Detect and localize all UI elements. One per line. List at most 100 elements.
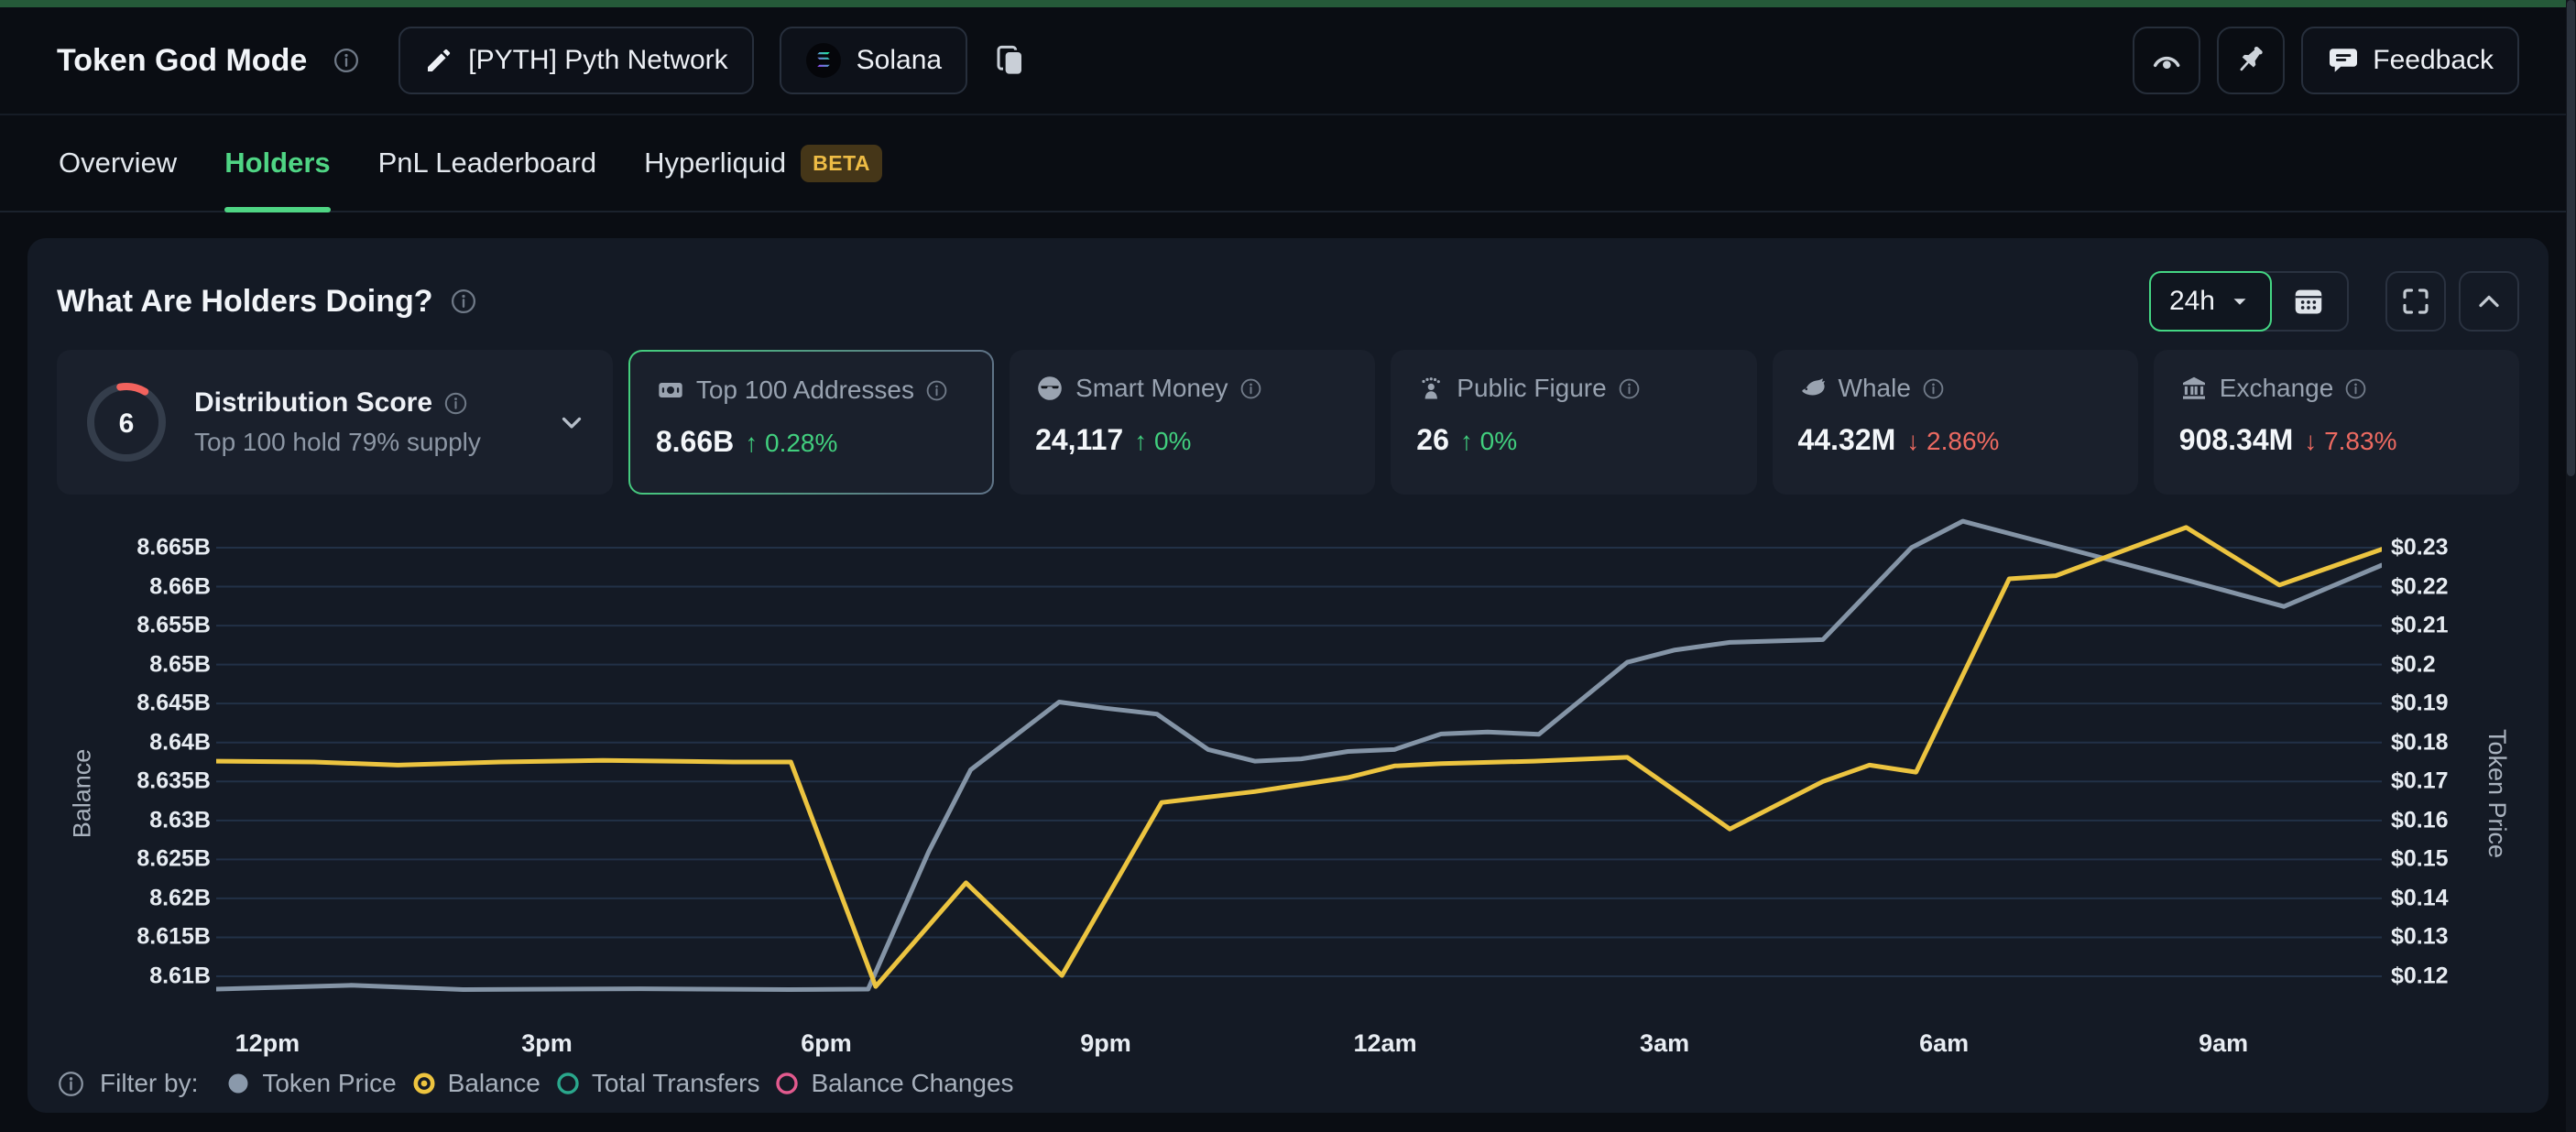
left-tick-label: 8.62B — [149, 885, 211, 911]
x-tick-label: 12pm — [235, 1029, 300, 1057]
chart-svg — [216, 518, 2382, 992]
left-tick-label: 8.64B — [149, 729, 211, 756]
stat-info-icon[interactable] — [1618, 377, 1641, 400]
money-icon — [656, 376, 685, 405]
stat-change: ↓ 2.86% — [1906, 427, 2000, 455]
stat-value: 26 — [1416, 423, 1449, 456]
calendar-button[interactable] — [2270, 273, 2347, 330]
stat-change: ↑ 0% — [1459, 427, 1518, 455]
copy-address-icon[interactable] — [993, 42, 1030, 79]
right-tick-label: $0.13 — [2391, 923, 2449, 950]
stats-row: 6 Distribution Score Top 100 hold 79% su… — [57, 350, 2519, 495]
page-scrollbar[interactable] — [2566, 0, 2576, 1132]
pin-icon-button[interactable] — [2217, 27, 2286, 94]
distribution-score-card[interactable]: 6 Distribution Score Top 100 hold 79% su… — [57, 350, 613, 495]
stat-card-exchange[interactable]: Exchange 908.34M ↓ 7.83% — [2153, 350, 2519, 495]
right-axis-title: Token Price — [2483, 728, 2512, 858]
top-loading-bar — [0, 0, 2576, 7]
stat-value: 44.32M — [1797, 423, 1896, 456]
balance-marker — [413, 1072, 435, 1094]
left-tick-label: 8.625B — [136, 845, 211, 872]
legend-item-balance[interactable]: Balance — [411, 1069, 540, 1098]
right-tick-label: $0.12 — [2391, 963, 2449, 989]
token-price-marker — [228, 1073, 248, 1094]
left-axis-labels: 8.665B 8.66B 8.655B 8.65B 8.645B 8.64B 8.635B 8… — [108, 506, 211, 1081]
panel-controls: 24h — [2148, 271, 2519, 332]
feedback-button[interactable]: Feedback — [2301, 27, 2519, 94]
page-title-info-icon[interactable] — [333, 47, 360, 74]
beta-badge: BETA — [801, 144, 883, 182]
timeframe-group: 24h — [2148, 271, 2349, 332]
timeframe-value: 24h — [2168, 286, 2215, 316]
stat-info-icon[interactable] — [1239, 377, 1262, 400]
timeframe-dropdown[interactable]: 24h — [2148, 271, 2272, 332]
left-tick-label: 8.66B — [149, 573, 211, 600]
token-select-button[interactable]: [PYTH] Pyth Network — [398, 27, 754, 94]
x-tick-label: 9am — [2199, 1029, 2249, 1057]
panel-info-icon[interactable] — [450, 288, 477, 315]
tab-hyperliquid-label: Hyperliquid — [644, 147, 787, 179]
page-title: Token God Mode — [57, 42, 308, 78]
right-tick-label: $0.14 — [2391, 885, 2449, 911]
tab-overview[interactable]: Overview — [35, 115, 201, 211]
x-tick-label: 9pm — [1080, 1029, 1131, 1057]
scrollbar-thumb[interactable] — [2567, 0, 2575, 476]
stat-card-smart-money[interactable]: Smart Money 24,117 ↑ 0% — [1010, 350, 1376, 495]
right-tick-label: $0.2 — [2391, 651, 2436, 678]
stat-change: ↑ 0% — [1134, 427, 1192, 455]
stat-change: ↑ 0.28% — [745, 429, 838, 457]
distribution-score-gauge: 6 — [87, 383, 166, 463]
series-token-price — [216, 518, 2382, 992]
legend-item-total-transfers[interactable]: Total Transfers — [555, 1069, 759, 1098]
distribution-info-icon[interactable] — [443, 391, 468, 416]
tab-holders[interactable]: Holders — [201, 115, 354, 212]
left-tick-label: 8.635B — [136, 767, 211, 794]
right-tick-label: $0.23 — [2391, 534, 2449, 561]
legend-item-balance-changes[interactable]: Balance Changes — [774, 1069, 1014, 1098]
stat-change: ↓ 7.83% — [2304, 427, 2397, 455]
x-tick-label: 3am — [1640, 1029, 1690, 1057]
stat-label: Exchange — [2219, 374, 2334, 402]
stat-info-icon[interactable] — [2344, 377, 2367, 400]
panel-title: What Are Holders Doing? — [57, 283, 433, 319]
stat-card-public-figure[interactable]: Public Figure 26 ↑ 0% — [1391, 350, 1757, 495]
tab-bar: Overview Holders PnL Leaderboard Hyperli… — [0, 115, 2576, 212]
feedback-label: Feedback — [2373, 45, 2494, 75]
x-axis-labels: 12pm 3pm 6pm 9pm 12am 3am 6am 9am — [216, 1029, 2382, 1066]
chain-select-button[interactable]: Solana — [779, 27, 968, 94]
solana-logo-icon — [805, 42, 842, 79]
holders-panel: What Are Holders Doing? 24h — [27, 238, 2549, 1113]
stat-card-whale[interactable]: Whale 44.32M ↓ 2.86% — [1772, 350, 2138, 495]
stat-label: Top 100 Addresses — [695, 376, 914, 404]
distribution-score-value: 6 — [119, 408, 135, 439]
left-tick-label: 8.645B — [136, 690, 211, 716]
plot-area[interactable]: 12pm 3pm 6pm 9pm 12am 3am 6am 9am — [216, 506, 2382, 1081]
tab-hyperliquid[interactable]: Hyperliquid BETA — [620, 115, 906, 211]
right-tick-label: $0.19 — [2391, 690, 2449, 716]
legend-info-icon — [57, 1070, 85, 1098]
stat-info-icon[interactable] — [1922, 377, 1945, 400]
watch-icon-button[interactable] — [2133, 27, 2201, 94]
edit-pencil-icon — [424, 46, 453, 75]
right-tick-label: $0.22 — [2391, 573, 2449, 600]
stat-value: 24,117 — [1035, 423, 1124, 456]
right-tick-label: $0.16 — [2391, 807, 2449, 833]
right-axis-labels: $0.23 $0.22 $0.21 $0.2 $0.19 $0.18 $0.17 $0.16 $… — [2382, 506, 2475, 1081]
stat-label: Whale — [1838, 374, 1911, 402]
legend-item-token-price[interactable]: Token Price — [225, 1069, 397, 1098]
stat-info-icon[interactable] — [925, 379, 948, 402]
stat-value: 8.66B — [655, 425, 735, 458]
balance-changes-marker — [776, 1072, 799, 1094]
smart-money-icon — [1035, 374, 1064, 403]
distribution-chevron-down-icon[interactable] — [556, 407, 587, 438]
left-tick-label: 8.61B — [149, 963, 211, 989]
holders-chart: Balance 8.665B 8.66B 8.655B 8.65B 8.645B 8.64… — [57, 506, 2519, 1081]
distribution-score-label: Distribution Score — [194, 387, 433, 418]
fullscreen-button[interactable] — [2385, 271, 2446, 332]
tab-pnl-leaderboard[interactable]: PnL Leaderboard — [355, 115, 620, 211]
stat-card-top100[interactable]: Top 100 Addresses 8.66B ↑ 0.28% — [628, 350, 994, 495]
chat-bubble-icon — [2327, 44, 2360, 77]
header: Token God Mode [PYTH] Pyth Network Solan… — [0, 7, 2576, 115]
collapse-button[interactable] — [2459, 271, 2519, 332]
whale-icon — [1798, 374, 1828, 403]
